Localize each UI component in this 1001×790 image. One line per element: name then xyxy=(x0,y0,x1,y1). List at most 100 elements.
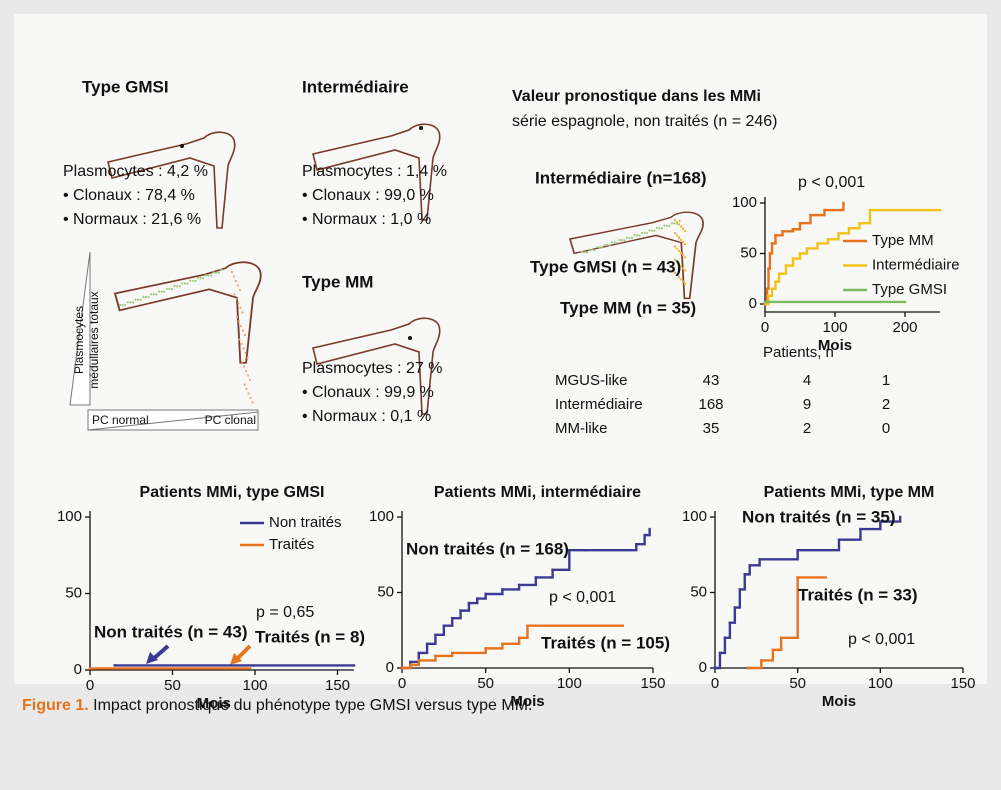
cell-dot xyxy=(684,243,686,245)
cell-dot xyxy=(682,241,684,243)
cell-dot xyxy=(194,280,196,282)
section-title: Valeur pronostique dans les MMi xyxy=(512,88,761,105)
cell-dot xyxy=(192,280,194,282)
cell-dot xyxy=(235,280,237,282)
cell-dot xyxy=(197,277,199,279)
annotation: Traités (n = 8) xyxy=(255,627,365,646)
cell-dot xyxy=(213,272,215,274)
cell-dot xyxy=(233,293,235,295)
cell-dot xyxy=(150,293,152,295)
cell-dot xyxy=(656,227,658,229)
row-count: 35 xyxy=(703,420,720,437)
x-tick-label: 0 xyxy=(761,319,769,336)
cell-dot xyxy=(119,304,121,306)
cell-dot xyxy=(678,220,680,222)
row-label: MGUS-like xyxy=(555,372,628,389)
cell-dot xyxy=(246,356,248,358)
cell-dot xyxy=(247,374,249,376)
cell-dot xyxy=(606,244,608,246)
cell-dot xyxy=(137,299,139,301)
cell-dot xyxy=(132,301,134,303)
cell-dot xyxy=(678,223,680,225)
phenotype-title: Intermédiaire xyxy=(302,77,409,96)
cell-dot xyxy=(674,232,676,234)
cell-dot xyxy=(643,232,645,234)
cell-dot xyxy=(127,301,129,303)
cell-dot xyxy=(220,269,222,271)
cell-dot xyxy=(238,338,240,340)
annotation: p = 0,65 xyxy=(256,604,314,621)
phenotype-line: Plasmocytes : 4,2 % xyxy=(63,163,208,180)
cell-dot xyxy=(231,271,233,273)
phenotype-line: • Normaux : 1,0 % xyxy=(302,211,431,228)
y-tick-label: 100 xyxy=(369,508,394,525)
cell-dot xyxy=(676,247,678,249)
cell-dot xyxy=(588,249,590,251)
axis-label: médullaires totaux xyxy=(87,291,101,388)
x-tick-label: 50 xyxy=(789,675,806,692)
cell-dot xyxy=(623,239,625,241)
annotation: p < 0,001 xyxy=(549,589,616,606)
x-axis-label: Mois xyxy=(197,695,231,712)
group-label: Type GMSI (n = 43) xyxy=(530,257,681,276)
cell-dot xyxy=(244,334,246,336)
cell-dot xyxy=(207,274,209,276)
annotation: Traités (n = 105) xyxy=(541,633,670,652)
y-tick-label: 0 xyxy=(386,659,394,676)
cell-dot xyxy=(179,285,181,287)
cell-dot xyxy=(245,370,247,372)
x-tick-label: 100 xyxy=(868,675,893,692)
cell-dot xyxy=(676,234,678,236)
cell-dot xyxy=(653,230,655,232)
cell-dot xyxy=(603,244,605,246)
cell-dot xyxy=(682,280,684,282)
cell-dot xyxy=(636,234,638,236)
cell-dot xyxy=(244,352,246,354)
y-tick-label: 0 xyxy=(749,295,757,312)
cell-dot xyxy=(621,239,623,241)
caption-label: Figure 1. xyxy=(22,697,89,714)
cell-dot xyxy=(682,254,684,256)
cell-dot xyxy=(176,285,178,287)
cell-dot xyxy=(153,293,155,295)
cell-dot xyxy=(631,237,633,239)
chart-title: Patients MMi, type MM xyxy=(764,484,935,501)
cell-dot xyxy=(613,242,615,244)
cell-dot xyxy=(593,249,595,251)
cell-dot xyxy=(596,246,598,248)
legend-label: Type GMSI xyxy=(872,281,947,298)
cell-dot xyxy=(237,302,239,304)
annotation: p < 0,001 xyxy=(848,631,915,648)
x-axis-label: Mois xyxy=(822,693,856,710)
cell-dot xyxy=(680,225,682,227)
x-axis-label: Mois xyxy=(818,337,852,354)
marker-dot xyxy=(180,144,184,148)
cell-dot xyxy=(678,236,680,238)
cell-dot xyxy=(583,251,585,253)
cell-dot xyxy=(601,247,603,249)
cell-dot xyxy=(651,230,653,232)
cell-dot xyxy=(215,272,217,274)
cell-dot xyxy=(682,267,684,269)
annotation: Traités (n = 33) xyxy=(798,585,918,604)
figure: Plasmocytes médullaires totaux PC normal… xyxy=(0,0,1001,790)
cell-dot xyxy=(205,274,207,276)
y-tick-label: 100 xyxy=(682,508,707,525)
cell-dot xyxy=(210,274,212,276)
axis-label: Plasmocytes xyxy=(72,306,86,374)
km-step xyxy=(767,269,768,289)
y-tick-label: 0 xyxy=(74,661,82,678)
annotation: p < 0,001 xyxy=(798,174,865,191)
cell-dot xyxy=(591,249,593,251)
y-tick-label: 0 xyxy=(699,659,707,676)
phenotype-title: Type MM xyxy=(302,272,373,291)
cell-dot xyxy=(628,237,630,239)
cell-dot xyxy=(673,222,675,224)
cell-dot xyxy=(598,246,600,248)
cell-dot xyxy=(218,272,220,274)
cell-dot xyxy=(648,229,650,231)
cell-dot xyxy=(140,299,142,301)
cell-dot xyxy=(238,320,240,322)
cell-dot xyxy=(682,228,684,230)
row-count: 2 xyxy=(882,396,890,413)
